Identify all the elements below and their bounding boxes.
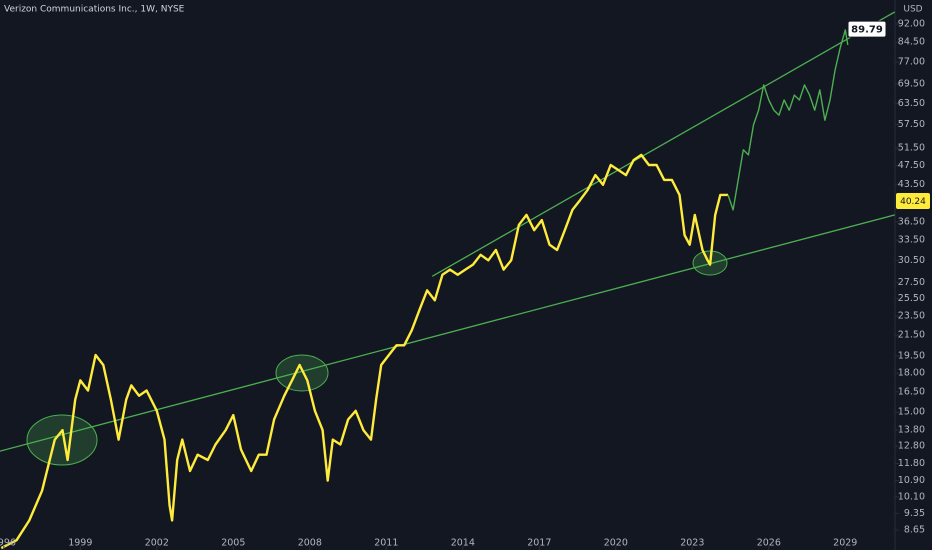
plot (0, 11, 896, 550)
y-tick-label: 18.00 (898, 368, 925, 379)
y-tick-label: 33.50 (898, 235, 925, 246)
price-line (0, 153, 728, 550)
y-tick-label: 51.50 (898, 143, 925, 154)
x-tick-label: 2017 (527, 538, 551, 549)
x-tick-label: 2002 (145, 538, 169, 549)
y-tick-label: 77.00 (898, 57, 925, 68)
x-tick-label: 2011 (374, 538, 398, 549)
trendline (0, 214, 895, 452)
price-line (727, 29, 849, 211)
x-tick-label: 2014 (451, 538, 475, 549)
x-tick-label: 1999 (68, 538, 92, 549)
x-tick-label: 2026 (757, 538, 781, 549)
currency-label: USD (903, 5, 922, 15)
y-tick-label: 16.50 (898, 386, 925, 397)
y-tick-label: 19.50 (898, 351, 925, 362)
y-tick-label: 23.50 (898, 311, 925, 322)
trendline (431, 11, 896, 277)
y-tick-label: 27.50 (898, 277, 925, 288)
y-tick-label: 21.50 (898, 330, 925, 341)
price-tag (847, 20, 887, 38)
y-tick-label: 8.65 (904, 525, 925, 536)
x-tick-label: 2029 (833, 538, 857, 549)
y-tick-label: 84.50 (898, 37, 925, 48)
y-tick-label: 47.50 (898, 160, 925, 171)
y-tick-label: 43.50 (898, 179, 925, 190)
y-tick-label: 12.80 (898, 441, 925, 452)
x-tick-label: 2005 (221, 538, 245, 549)
y-tick-label: 10.90 (898, 475, 925, 486)
x-tick-label: 1996 (0, 538, 16, 549)
y-tick-label: 92.00 (898, 18, 925, 29)
price-tag-label: 89.79 (851, 25, 883, 36)
x-tick-label: 2020 (604, 538, 628, 549)
y-tick-label: 10.10 (898, 491, 925, 502)
y-tick-label: 57.50 (898, 119, 925, 130)
chart-title: Verizon Communications Inc., 1W, NYSE (4, 5, 185, 15)
y-tick-label: 11.80 (898, 458, 925, 469)
price-tag (896, 192, 930, 209)
x-tick-label: 2008 (298, 538, 322, 549)
highlight-ellipse (26, 414, 98, 466)
price-tag-label: 40.24 (900, 197, 926, 207)
y-tick-label: 30.50 (898, 255, 925, 266)
y-tick-label: 25.50 (898, 293, 925, 304)
x-tick-label: 2023 (680, 538, 704, 549)
y-tick-label: 9.35 (904, 508, 925, 519)
highlight-ellipse (275, 354, 329, 392)
y-tick-label: 13.80 (898, 425, 925, 436)
y-tick-label: 63.50 (898, 98, 925, 109)
y-tick-label: 69.50 (898, 79, 925, 90)
y-tick-label: 15.00 (898, 407, 925, 418)
y-tick-label: 36.50 (898, 216, 925, 227)
